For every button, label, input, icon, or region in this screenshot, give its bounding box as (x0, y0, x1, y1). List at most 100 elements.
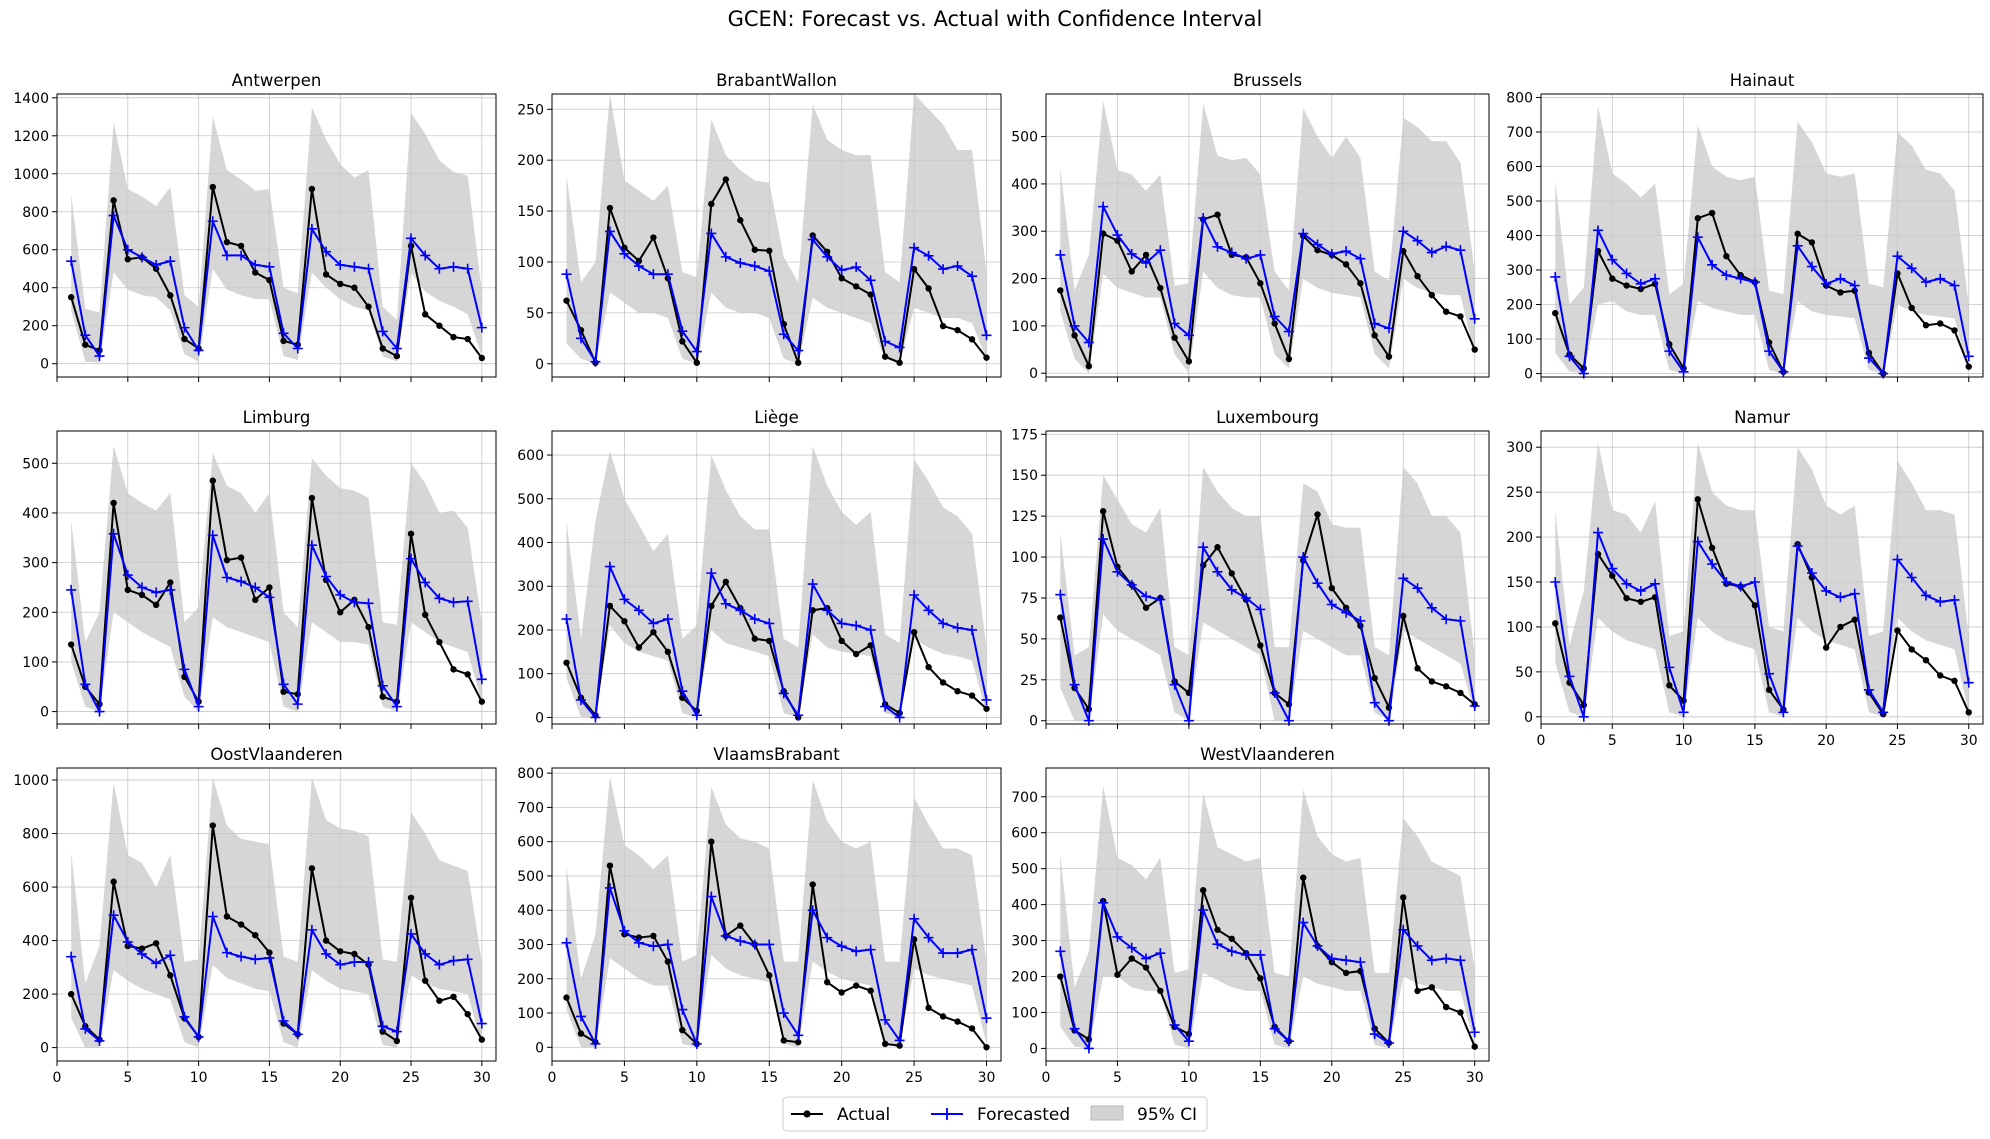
y-tick-label: 300 (1011, 224, 1038, 240)
point-forecasted (1764, 346, 1775, 357)
point-actual (1214, 211, 1221, 218)
point-forecasted (1269, 687, 1280, 698)
point-forecasted (462, 954, 473, 965)
y-tick-label: 50 (1515, 665, 1533, 681)
point-actual (1057, 614, 1064, 621)
point-actual (322, 937, 330, 944)
point-forecasted (1341, 955, 1352, 966)
point-actual (1428, 678, 1436, 685)
point-forecasted (720, 598, 731, 609)
y-tick-label: 600 (517, 448, 544, 464)
point-actual (1428, 291, 1436, 299)
point-actual (252, 269, 259, 276)
point-forecasted (1441, 614, 1452, 625)
point-actual (1851, 616, 1858, 623)
point-actual (478, 698, 486, 705)
point-forecasted (1863, 684, 1874, 695)
point-forecasted (1283, 326, 1294, 337)
point-forecasted (648, 941, 659, 952)
point-forecasted (1707, 259, 1718, 270)
point-actual (1228, 935, 1235, 942)
point-actual (925, 285, 932, 292)
point-actual (1057, 973, 1064, 980)
point-forecasted (967, 624, 978, 635)
y-tick-label: 800 (517, 766, 544, 782)
point-actual (1371, 332, 1378, 339)
point-actual (1609, 572, 1616, 579)
point-forecasted (1935, 596, 1946, 607)
point-actual (1099, 508, 1107, 515)
point-actual (1185, 358, 1193, 365)
point-actual (939, 322, 947, 330)
point-forecasted (1635, 278, 1646, 289)
series-line-forecasted (1554, 226, 1970, 376)
point-forecasted (822, 605, 833, 616)
y-tick-label: 100 (517, 667, 544, 683)
point-actual (650, 234, 657, 241)
point-forecasted (122, 244, 133, 255)
point-actual (1894, 627, 1901, 634)
point-forecasted (851, 946, 862, 957)
point-actual (621, 244, 628, 251)
point-actual (1214, 544, 1221, 551)
point-forecasted (1212, 241, 1223, 252)
point-actual (167, 972, 174, 979)
point-actual (308, 185, 316, 193)
point-forecasted (1707, 559, 1718, 570)
point-actual (280, 337, 287, 345)
point-actual (679, 338, 686, 345)
point-actual (1071, 332, 1078, 339)
point-forecasted (1949, 280, 1960, 291)
point-forecasted (1398, 573, 1409, 584)
axes-frame (551, 767, 1002, 1062)
point-actual (1637, 598, 1645, 605)
point-forecasted (1298, 552, 1309, 563)
point-forecasted (923, 250, 934, 261)
point-forecasted (335, 259, 346, 270)
point-forecasted (1678, 707, 1689, 718)
y-tick-label: 100 (1011, 319, 1038, 335)
point-forecasted (278, 1015, 289, 1026)
point-actual (1342, 969, 1350, 977)
point-forecasted (66, 584, 77, 595)
point-forecasted (1455, 245, 1466, 256)
point-actual (1328, 584, 1336, 592)
point-forecasted (1369, 318, 1380, 329)
point-forecasted (981, 330, 992, 341)
point-actual (983, 705, 990, 712)
point-actual (621, 618, 628, 625)
point-actual (795, 1038, 802, 1046)
point-forecasted (1863, 353, 1874, 364)
point-actual (1457, 1009, 1464, 1016)
legend-actual-marker (803, 1110, 811, 1118)
point-forecasted (94, 706, 105, 717)
y-tick-label: 150 (517, 204, 544, 220)
y-tick-label: 300 (22, 556, 49, 572)
point-actual (152, 601, 160, 609)
point-forecasted (778, 688, 789, 699)
point-forecasted (1226, 946, 1237, 957)
point-actual (852, 650, 860, 658)
point-forecasted (1892, 251, 1903, 262)
point-forecasted (836, 941, 847, 952)
point-forecasted (66, 256, 77, 267)
axes-frame (56, 767, 497, 1062)
point-forecasted (749, 261, 760, 272)
point-forecasted (691, 1038, 702, 1049)
x-tick-label: 0 (53, 1070, 62, 1086)
y-tick-label: 175 (1011, 427, 1038, 443)
y-tick-label: 400 (1506, 229, 1533, 245)
point-forecasted (1069, 679, 1080, 690)
point-forecasted (1821, 278, 1832, 289)
point-forecasted (865, 624, 876, 635)
point-forecasted (122, 570, 133, 581)
point-forecasted (836, 265, 847, 276)
point-forecasted (1241, 592, 1252, 603)
point-actual (110, 878, 117, 885)
y-tick-label: 0 (1029, 1041, 1038, 1057)
point-actual (421, 311, 429, 318)
point-forecasted (648, 269, 659, 280)
point-forecasted (1112, 230, 1123, 241)
point-actual (737, 217, 744, 224)
y-tick-label: 150 (1506, 575, 1533, 591)
